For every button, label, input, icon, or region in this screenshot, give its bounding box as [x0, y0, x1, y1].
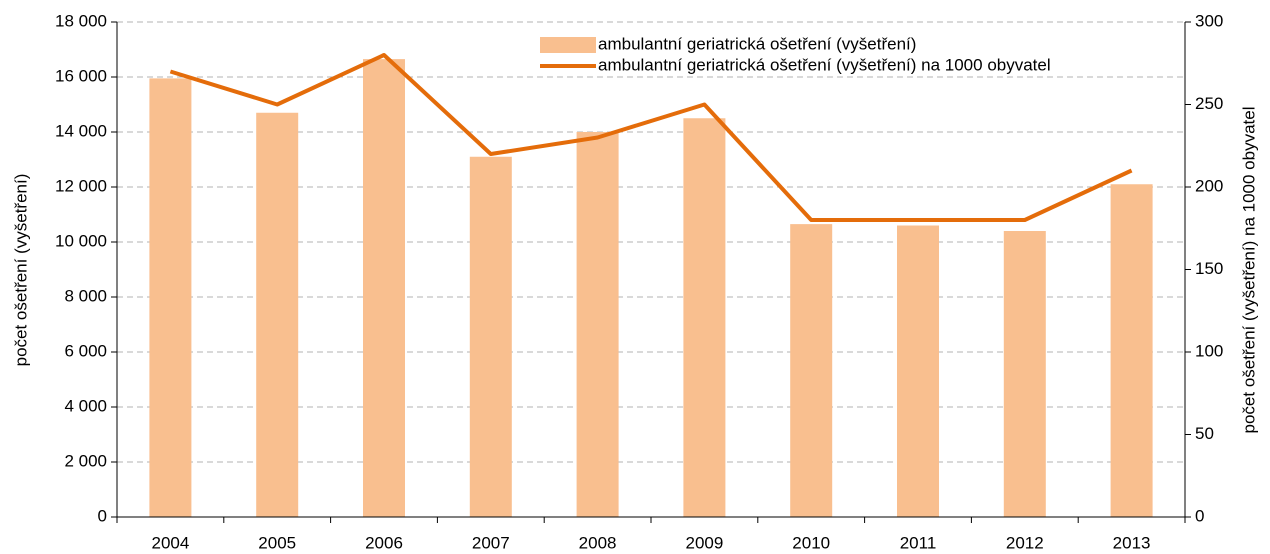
- bar: [897, 225, 939, 517]
- legend-label: ambulantní geriatrická ošetření (vyšetře…: [598, 34, 916, 53]
- x-tick-label: 2007: [472, 533, 510, 552]
- y2-tick-label: 150: [1195, 259, 1223, 278]
- y2-tick-label: 100: [1195, 341, 1223, 360]
- bar: [576, 132, 619, 517]
- y2-axis-title: počet ošetření (vyšetření) na 1000 obyva…: [1239, 107, 1258, 434]
- legend-label: ambulantní geriatrická ošetření (vyšetře…: [598, 55, 1051, 74]
- y-tick-label: 4 000: [64, 396, 107, 415]
- bar: [363, 59, 405, 517]
- bar: [256, 112, 299, 517]
- x-tick-label: 2008: [579, 533, 617, 552]
- y2-tick-label: 300: [1195, 11, 1223, 30]
- bar: [1003, 231, 1046, 517]
- y2-tick-label: 50: [1195, 424, 1214, 443]
- y-tick-label: 18 000: [55, 11, 107, 30]
- y-tick-label: 10 000: [55, 231, 107, 250]
- x-tick-label: 2011: [900, 533, 937, 552]
- bar: [149, 78, 192, 517]
- x-tick-label: 2009: [685, 533, 723, 552]
- y-tick-label: 12 000: [55, 176, 107, 195]
- y-tick-label: 0: [98, 506, 107, 525]
- line: [169, 53, 1133, 222]
- bar: [790, 224, 833, 517]
- x-tick-label: 2012: [1006, 533, 1044, 552]
- y-tick-label: 16 000: [55, 66, 107, 85]
- y2-tick-label: 0: [1195, 506, 1204, 525]
- y-tick-label: 6 000: [64, 341, 107, 360]
- y-tick-label: 14 000: [55, 121, 107, 140]
- x-tick-label: 2005: [258, 533, 296, 552]
- x-tick-label: 2006: [365, 533, 403, 552]
- bar: [683, 118, 726, 517]
- y2-tick-label: 250: [1195, 94, 1223, 113]
- bar: [469, 156, 512, 517]
- bar: [1110, 184, 1153, 517]
- x-tick-label: 2004: [151, 533, 189, 552]
- y-axis-title: počet ošetření (vyšetření): [11, 174, 30, 367]
- x-tick-label: 2010: [792, 533, 830, 552]
- legend-swatch: [540, 37, 596, 53]
- y-tick-label: 2 000: [64, 451, 107, 470]
- x-tick-label: 2013: [1113, 533, 1151, 552]
- y-tick-label: 8 000: [64, 286, 107, 305]
- y2-tick-label: 200: [1195, 176, 1223, 195]
